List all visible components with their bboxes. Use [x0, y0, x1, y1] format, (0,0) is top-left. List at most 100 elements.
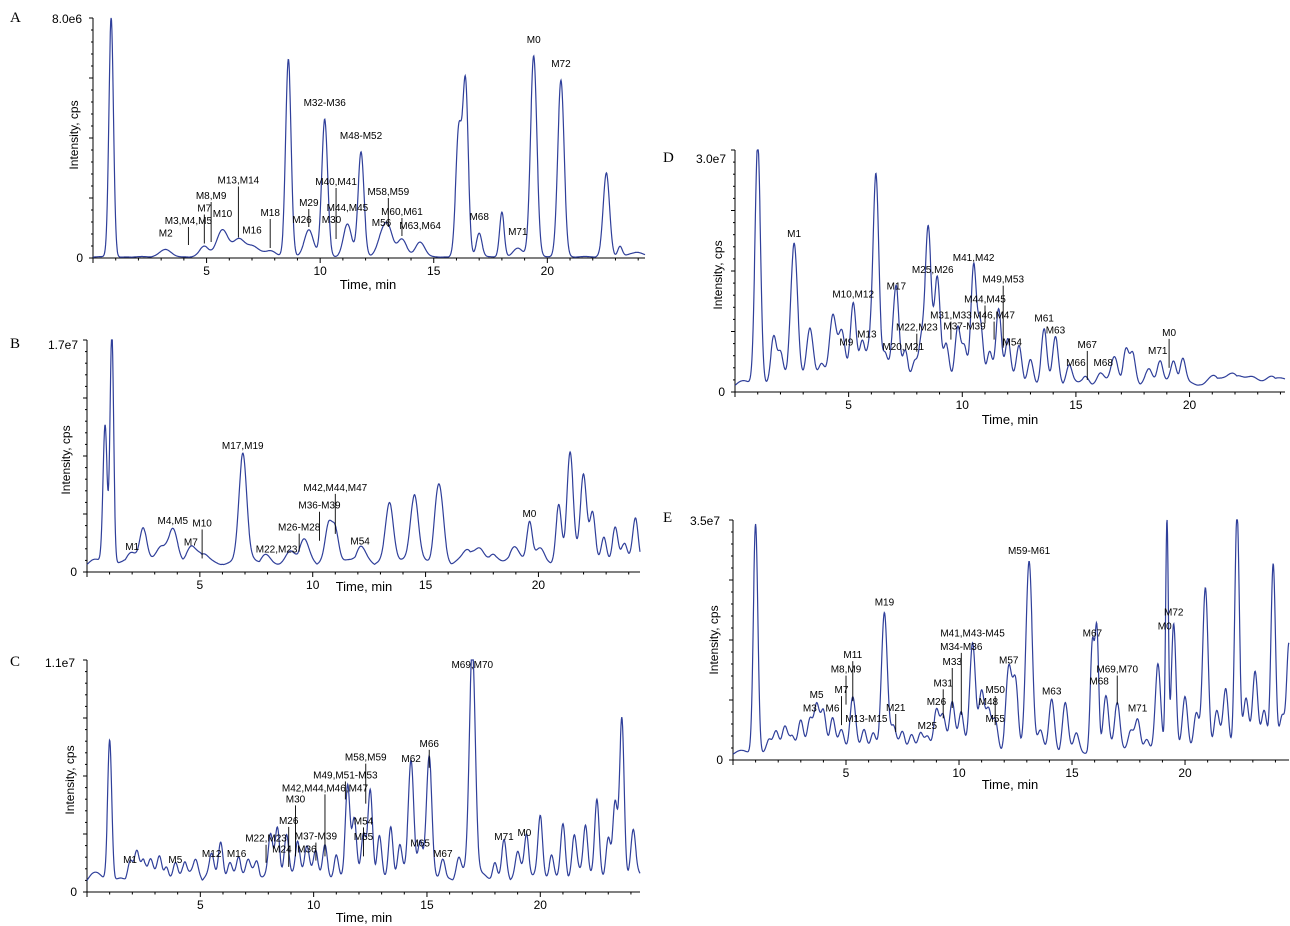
peak-annotation: M54 — [354, 816, 374, 827]
peak-annotation: M42,M44,M47 — [303, 483, 367, 494]
y-axis-label: Intensity, cps — [707, 605, 721, 674]
peak-annotation: M3,M4,M5 — [165, 216, 213, 227]
peak-annotation: M63 — [1046, 326, 1066, 337]
peak-annotation: M67 — [1078, 340, 1098, 351]
x-axis-label: Time, min — [340, 277, 397, 292]
x-tick-label: 5 — [197, 578, 204, 592]
peak-annotation: M63 — [1042, 687, 1062, 698]
peak-annotation: M5 — [810, 690, 824, 701]
peak-annotation: M66 — [1066, 358, 1086, 369]
peak-annotation: M10 — [213, 209, 233, 220]
x-tick-label: 15 — [420, 898, 434, 912]
peak-annotation: M19 — [875, 597, 895, 608]
x-tick-label: 15 — [427, 264, 441, 278]
x-tick-label: 5 — [203, 264, 210, 278]
peak-annotation: M50 — [985, 685, 1005, 696]
x-tick-label: 15 — [1065, 766, 1079, 780]
peak-annotation: M67 — [1083, 628, 1103, 639]
peak-annotation: M26 — [927, 697, 947, 708]
peak-annotation: M62 — [401, 754, 421, 765]
peak-annotation: M1 — [123, 855, 137, 866]
peak-annotation: M24 — [272, 845, 292, 856]
peak-annotation: M31 — [933, 678, 953, 689]
peak-annotation: M48 — [979, 697, 999, 708]
y-axis-label: Intensity, cps — [67, 100, 81, 169]
peak-annotation: M29 — [299, 198, 319, 209]
peak-annotation: M5 — [168, 855, 182, 866]
peak-annotation: M25 — [918, 721, 938, 732]
peak-annotation: M32-M36 — [304, 98, 347, 109]
peak-annotation: M57 — [999, 656, 1019, 667]
panel-a: A 8.0e6 Intensity, cps Time, min 0 5 10 15 2… — [10, 10, 646, 292]
peak-annotation: M72 — [1164, 608, 1184, 619]
x-tick-label: 15 — [419, 578, 433, 592]
peak-annotation: M58,M59 — [367, 187, 409, 198]
chromatogram-trace — [86, 339, 641, 566]
panel-d: D 3.0e7 Intensity, cps Time, min 0 5 10 15 2… — [663, 149, 1286, 427]
y-zero-label: 0 — [70, 885, 77, 899]
peak-annotation: M71 — [1148, 346, 1168, 357]
peak-annotation: M10,M12 — [832, 289, 874, 300]
peak-annotation: M61 — [1034, 314, 1054, 325]
chromatogram-trace — [92, 17, 646, 258]
peak-annotation: M66 — [419, 739, 439, 750]
chromatogram-trace — [732, 519, 1290, 755]
peak-annotation: M13,M14 — [218, 176, 260, 187]
peak-annotation: M7 — [184, 538, 198, 549]
peak-annotation: M22,M23 — [245, 834, 287, 845]
x-tick-label: 10 — [313, 264, 327, 278]
y-zero-label: 0 — [70, 565, 77, 579]
peak-annotation: M36 — [297, 845, 317, 856]
peak-annotation: M7 — [835, 685, 849, 696]
peak-annotation: M60,M61 — [381, 207, 423, 218]
peak-annotation: M0 — [517, 828, 531, 839]
peak-annotation: M16 — [242, 226, 262, 237]
peak-annotation: M0 — [527, 35, 541, 46]
x-tick-label: 20 — [1183, 398, 1197, 412]
peak-annotation: M37-M39 — [943, 322, 986, 333]
peak-annotation: M6 — [825, 704, 839, 715]
peak-annotation: M16 — [227, 849, 247, 860]
x-tick-label: 10 — [952, 766, 966, 780]
y-axis-label: Intensity, cps — [711, 240, 725, 309]
peak-annotation: M25,M26 — [912, 265, 954, 276]
panel-letter: B — [10, 336, 20, 352]
panel-letter: A — [10, 10, 21, 26]
peak-annotation: M1 — [787, 229, 801, 240]
peak-annotation: M20,M21 — [882, 342, 924, 353]
y-max-label: 1.1e7 — [45, 656, 75, 670]
peak-annotation: M71 — [494, 832, 514, 843]
peak-annotation: M10 — [192, 518, 212, 529]
peak-annotation: M13-M15 — [845, 714, 888, 725]
peak-annotation: M49,M53 — [982, 275, 1024, 286]
peak-annotation: M69,M70 — [1096, 665, 1138, 676]
peak-annotation: M31,M33 — [930, 311, 972, 322]
peak-annotation: M59-M61 — [1008, 546, 1051, 557]
peak-annotation: M41,M43-M45 — [940, 628, 1005, 639]
x-tick-label: 5 — [197, 898, 204, 912]
peak-annotation: M30 — [286, 794, 306, 805]
peak-annotation: M22,M23 — [256, 545, 298, 556]
peak-annotation: M49,M51-M53 — [313, 770, 378, 781]
x-tick-label: 5 — [843, 766, 850, 780]
x-tick-label: 20 — [534, 898, 548, 912]
peak-annotation: M33 — [943, 657, 963, 668]
x-axis-label: Time, min — [982, 777, 1039, 792]
x-tick-label: 15 — [1069, 398, 1083, 412]
peak-annotation: M12 — [202, 849, 222, 860]
y-max-label: 8.0e6 — [52, 12, 82, 26]
panel-letter: C — [10, 654, 20, 670]
x-tick-label: 10 — [306, 578, 320, 592]
x-tick-label: 10 — [956, 398, 970, 412]
peak-annotation: M8,M9 — [831, 665, 862, 676]
peak-annotation: M22,M23 — [896, 323, 938, 334]
peak-annotation: M34-M36 — [940, 642, 983, 653]
peak-annotation: M44,M45 — [327, 203, 369, 214]
peak-annotation: M58,M59 — [345, 753, 387, 764]
peak-annotation: M17,M19 — [222, 441, 264, 452]
x-axis-label: Time, min — [336, 579, 393, 594]
peak-annotation: M37-M39 — [295, 832, 338, 843]
peak-annotation: M18 — [260, 208, 280, 219]
y-max-label: 3.5e7 — [690, 514, 720, 528]
